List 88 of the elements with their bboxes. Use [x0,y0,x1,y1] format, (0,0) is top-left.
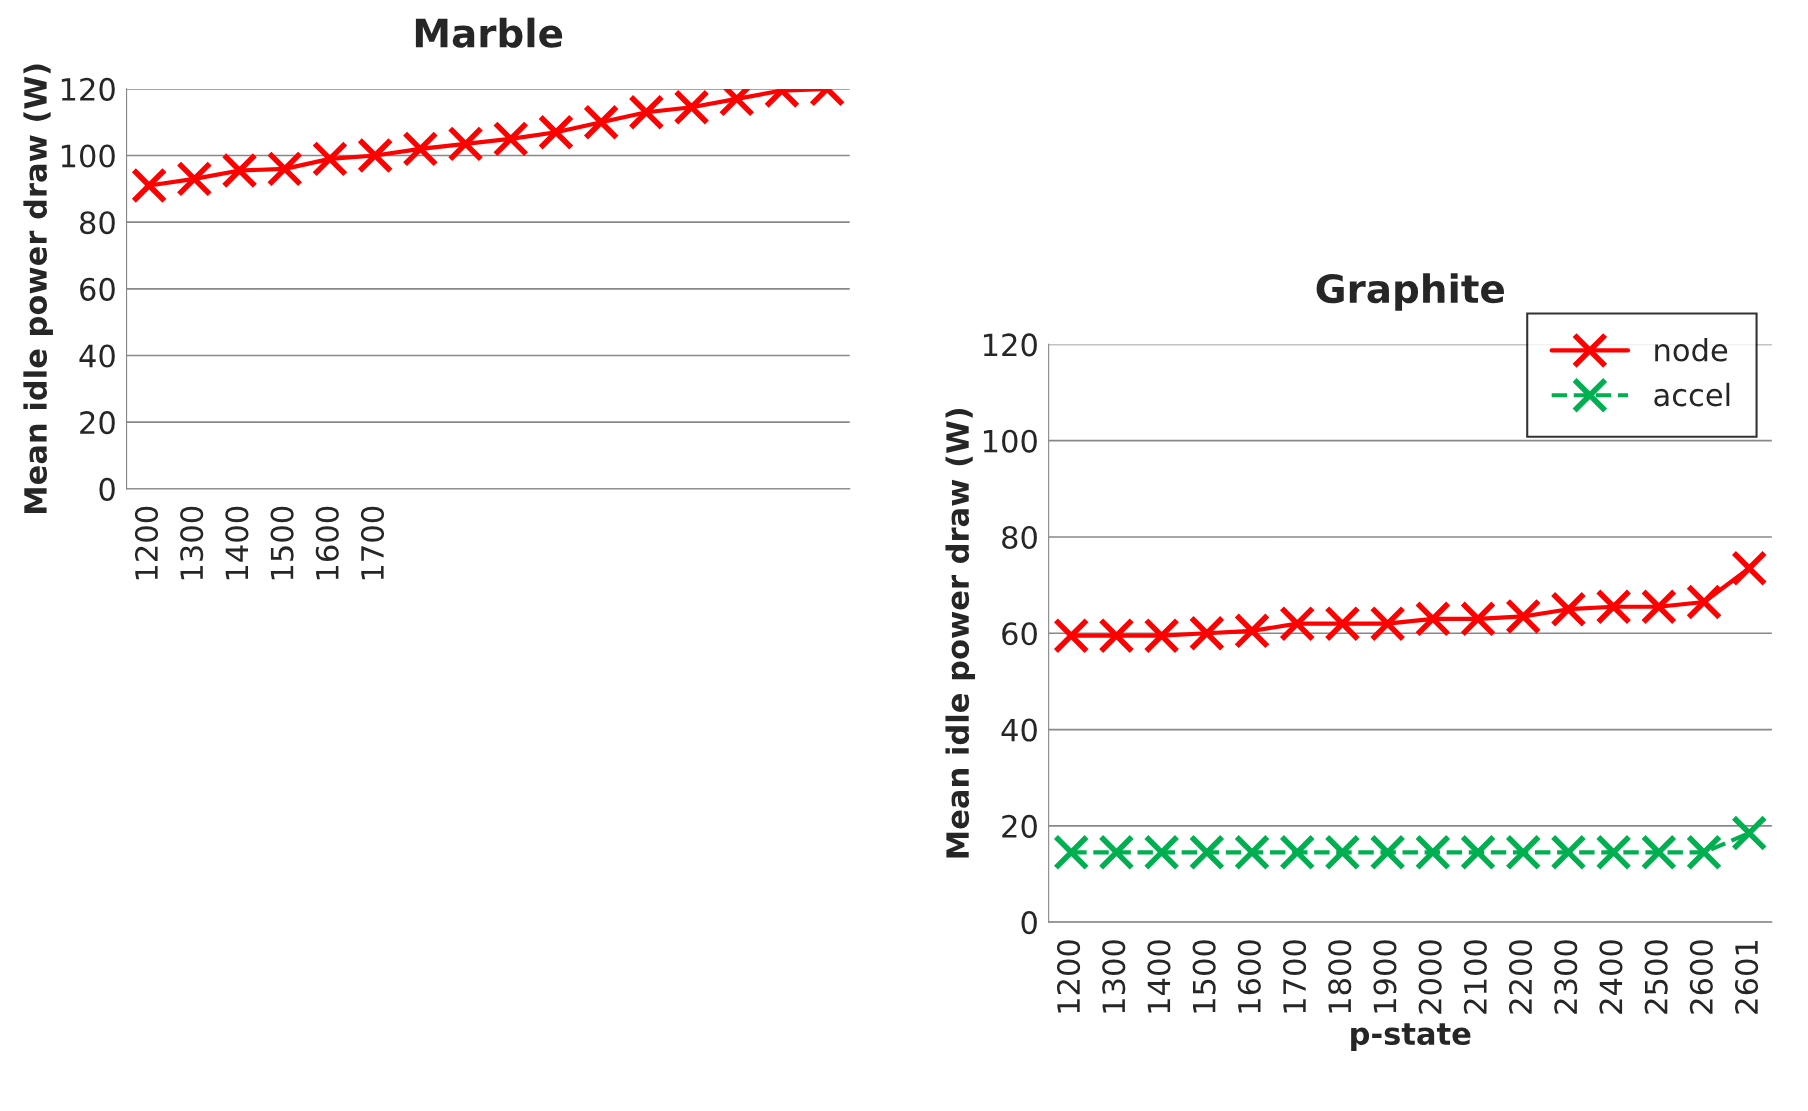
chart-title: Marble [415,17,563,48]
point [1731,550,1768,587]
point [673,89,710,126]
x-tick-label: 1300 [180,506,204,580]
y-tick-label: 100 [61,144,115,168]
x-tick-label: 2100 [1463,940,1487,1014]
point [628,94,665,131]
y-tick-label: 20 [1002,814,1037,838]
point [1324,605,1361,642]
x-tick-label: 1700 [360,506,385,580]
point [1595,834,1632,871]
y-tick-label: 100 [983,429,1037,453]
point [402,130,439,167]
y-axis-title: Mean idle power draw (W) [23,64,53,514]
y-tick-label: 120 [61,77,115,101]
x-tick-label: 2200 [1508,940,1533,1014]
point [1685,583,1723,621]
y-tick-label: 0 [99,477,115,501]
x-tick-label: 1400 [225,506,249,580]
point [1233,834,1271,871]
y-tick-label: 20 [80,411,115,435]
point [357,137,394,174]
point [1098,834,1135,871]
point [131,167,168,204]
x-tick-label: 2500 [1644,940,1668,1014]
point [1188,834,1225,871]
y-tick-label: 0 [1021,911,1037,935]
x-tick-label: 1200 [134,506,159,580]
y-axis-title: Mean idle power draw (W) [945,408,976,858]
y-tick-label: 40 [1001,718,1037,742]
y-tick-label: 80 [80,211,115,235]
point [176,160,213,197]
x-tick-label: 1800 [1328,940,1352,1013]
point [1505,834,1542,871]
point [1550,834,1587,871]
point [492,120,529,157]
point [1414,600,1451,637]
point [1685,834,1723,871]
point [1459,834,1497,871]
x-tick-label: 1200 [1056,940,1081,1013]
point [1233,612,1271,649]
point [1731,815,1768,852]
y-tick-label: 40 [79,344,115,368]
point [221,152,258,189]
x-tick-label: 1400 [1147,940,1171,1013]
y-tick-label: 60 [1002,622,1037,646]
x-tick-label: 2600 [1689,940,1713,1014]
point [1550,591,1587,628]
x-tick-label: 1300 [1102,940,1126,1013]
point [1324,834,1361,871]
x-tick-label: 2300 [1554,940,1578,1014]
point [1279,605,1316,642]
y-tick-label: 60 [80,277,115,301]
y-tick-label: 120 [983,333,1037,357]
point [1459,600,1497,637]
point [1053,834,1090,871]
x-tick-label: 1600 [315,506,339,580]
x-axis-title: p-state [1351,1023,1471,1051]
point [583,104,620,141]
x-tick-label: 2400 [1599,940,1623,1014]
x-tick-label: 2601 [1734,940,1759,1014]
x-tick-label: 1500 [1192,940,1216,1013]
point [266,150,303,187]
y-tick-label: 80 [1002,525,1037,550]
point [1369,605,1406,642]
point [1143,617,1180,654]
point [447,125,484,162]
point [1414,834,1451,871]
point [1505,598,1542,635]
point [1369,834,1406,871]
point [1279,834,1316,871]
x-tick-label: 1700 [1282,940,1307,1013]
point [537,114,575,151]
x-tick-label: 1500 [270,506,294,580]
point [1098,617,1135,654]
point [1143,834,1180,871]
point [1640,834,1677,871]
legend-label: accel [1654,382,1730,407]
point [1640,588,1677,625]
point [1053,617,1090,654]
point [1595,588,1632,625]
x-tick-label: 2000 [1418,940,1442,1014]
x-tick-label: 1900 [1373,940,1397,1013]
point [311,140,349,177]
legend-label: node [1655,337,1728,362]
chart-title: Graphite [1316,273,1504,311]
x-tick-label: 1600 [1237,940,1261,1013]
point [1188,615,1225,652]
